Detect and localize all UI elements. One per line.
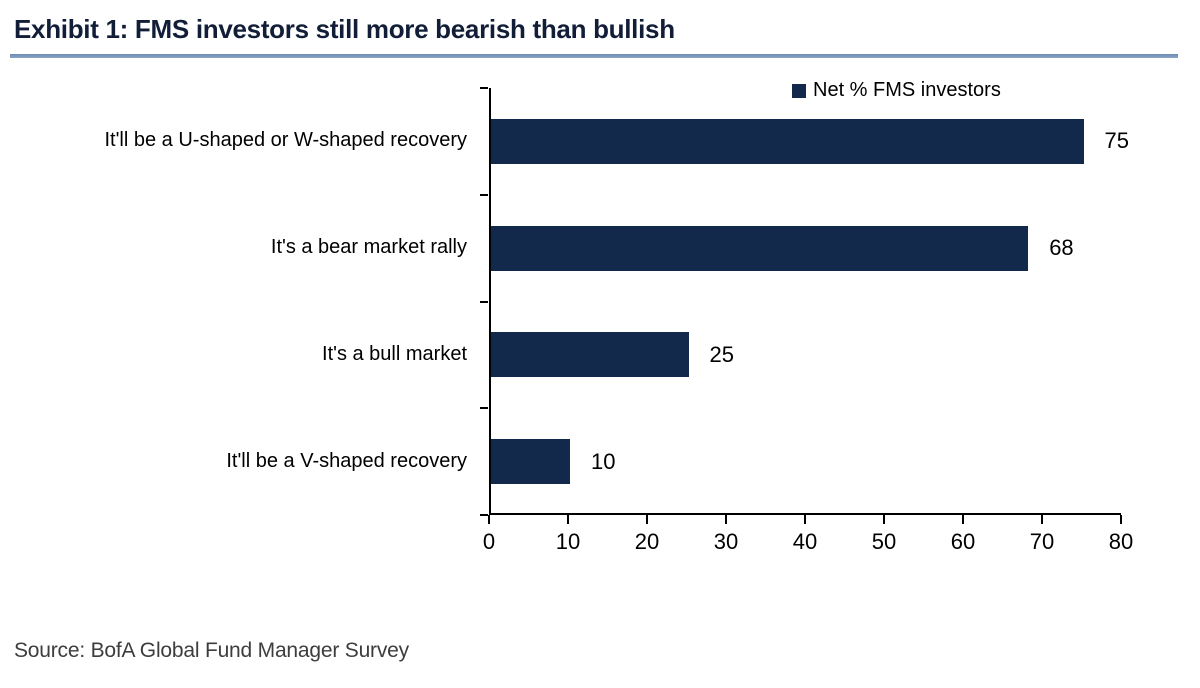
- bar-2: [491, 332, 689, 378]
- x-axis-tick-80: [1120, 515, 1122, 524]
- x-axis-tick-label-30: 30: [713, 529, 739, 554]
- legend-swatch-icon: [792, 83, 806, 98]
- category-label-3: It'll be a V-shaped recovery: [226, 449, 467, 472]
- x-axis-tick-label-0: 0: [482, 529, 496, 554]
- x-axis-tick-10: [567, 515, 569, 524]
- exhibit-title: Exhibit 1: FMS investors still more bear…: [14, 14, 675, 44]
- y-axis-tick-2: [480, 300, 488, 303]
- bar-3: [491, 439, 570, 485]
- y-axis-tick-0: [480, 87, 488, 89]
- source-note: Source: BofA Global Fund Manager Survey: [14, 639, 409, 662]
- x-axis-tick-label-60: 60: [950, 529, 976, 554]
- x-axis-tick-label-50: 50: [871, 529, 897, 554]
- x-axis-tick-20: [646, 515, 648, 524]
- bar-1: [491, 225, 1029, 271]
- x-axis-tick-40: [804, 515, 806, 524]
- bar-chart-plot-area: 75 68 25 10: [489, 88, 1129, 515]
- x-axis-tick-30: [725, 515, 727, 524]
- x-axis-tick-label-80: 80: [1108, 529, 1134, 554]
- x-axis-tick-label-10: 10: [555, 529, 581, 554]
- x-axis-tick-label-70: 70: [1029, 529, 1055, 554]
- y-axis-tick-1: [480, 193, 488, 196]
- x-axis-tick-0: [488, 515, 490, 524]
- bar-value-label-1: 68: [1049, 235, 1074, 261]
- chart-legend: Net % FMS investors: [792, 79, 1001, 102]
- bar-value-label-2: 25: [709, 341, 734, 367]
- legend-label: Net % FMS investors: [813, 79, 1001, 101]
- category-label-1: It's a bear market rally: [270, 236, 467, 259]
- bar-value-label-0: 75: [1104, 128, 1129, 154]
- x-axis-tick-label-20: 20: [634, 529, 660, 554]
- x-axis-tick-70: [1041, 515, 1043, 524]
- y-axis-tick-4: [480, 514, 488, 516]
- x-axis-tick-50: [883, 515, 885, 524]
- category-label-0: It'll be a U-shaped or W-shaped recovery: [104, 129, 467, 152]
- x-axis-tick-label-40: 40: [792, 529, 818, 554]
- bar-value-label-3: 10: [591, 448, 616, 474]
- x-axis-tick-60: [962, 515, 964, 524]
- bar-0: [491, 118, 1084, 164]
- category-label-2: It's a bull market: [322, 342, 467, 365]
- title-divider-rule: [10, 54, 1178, 58]
- y-axis-tick-3: [480, 407, 488, 410]
